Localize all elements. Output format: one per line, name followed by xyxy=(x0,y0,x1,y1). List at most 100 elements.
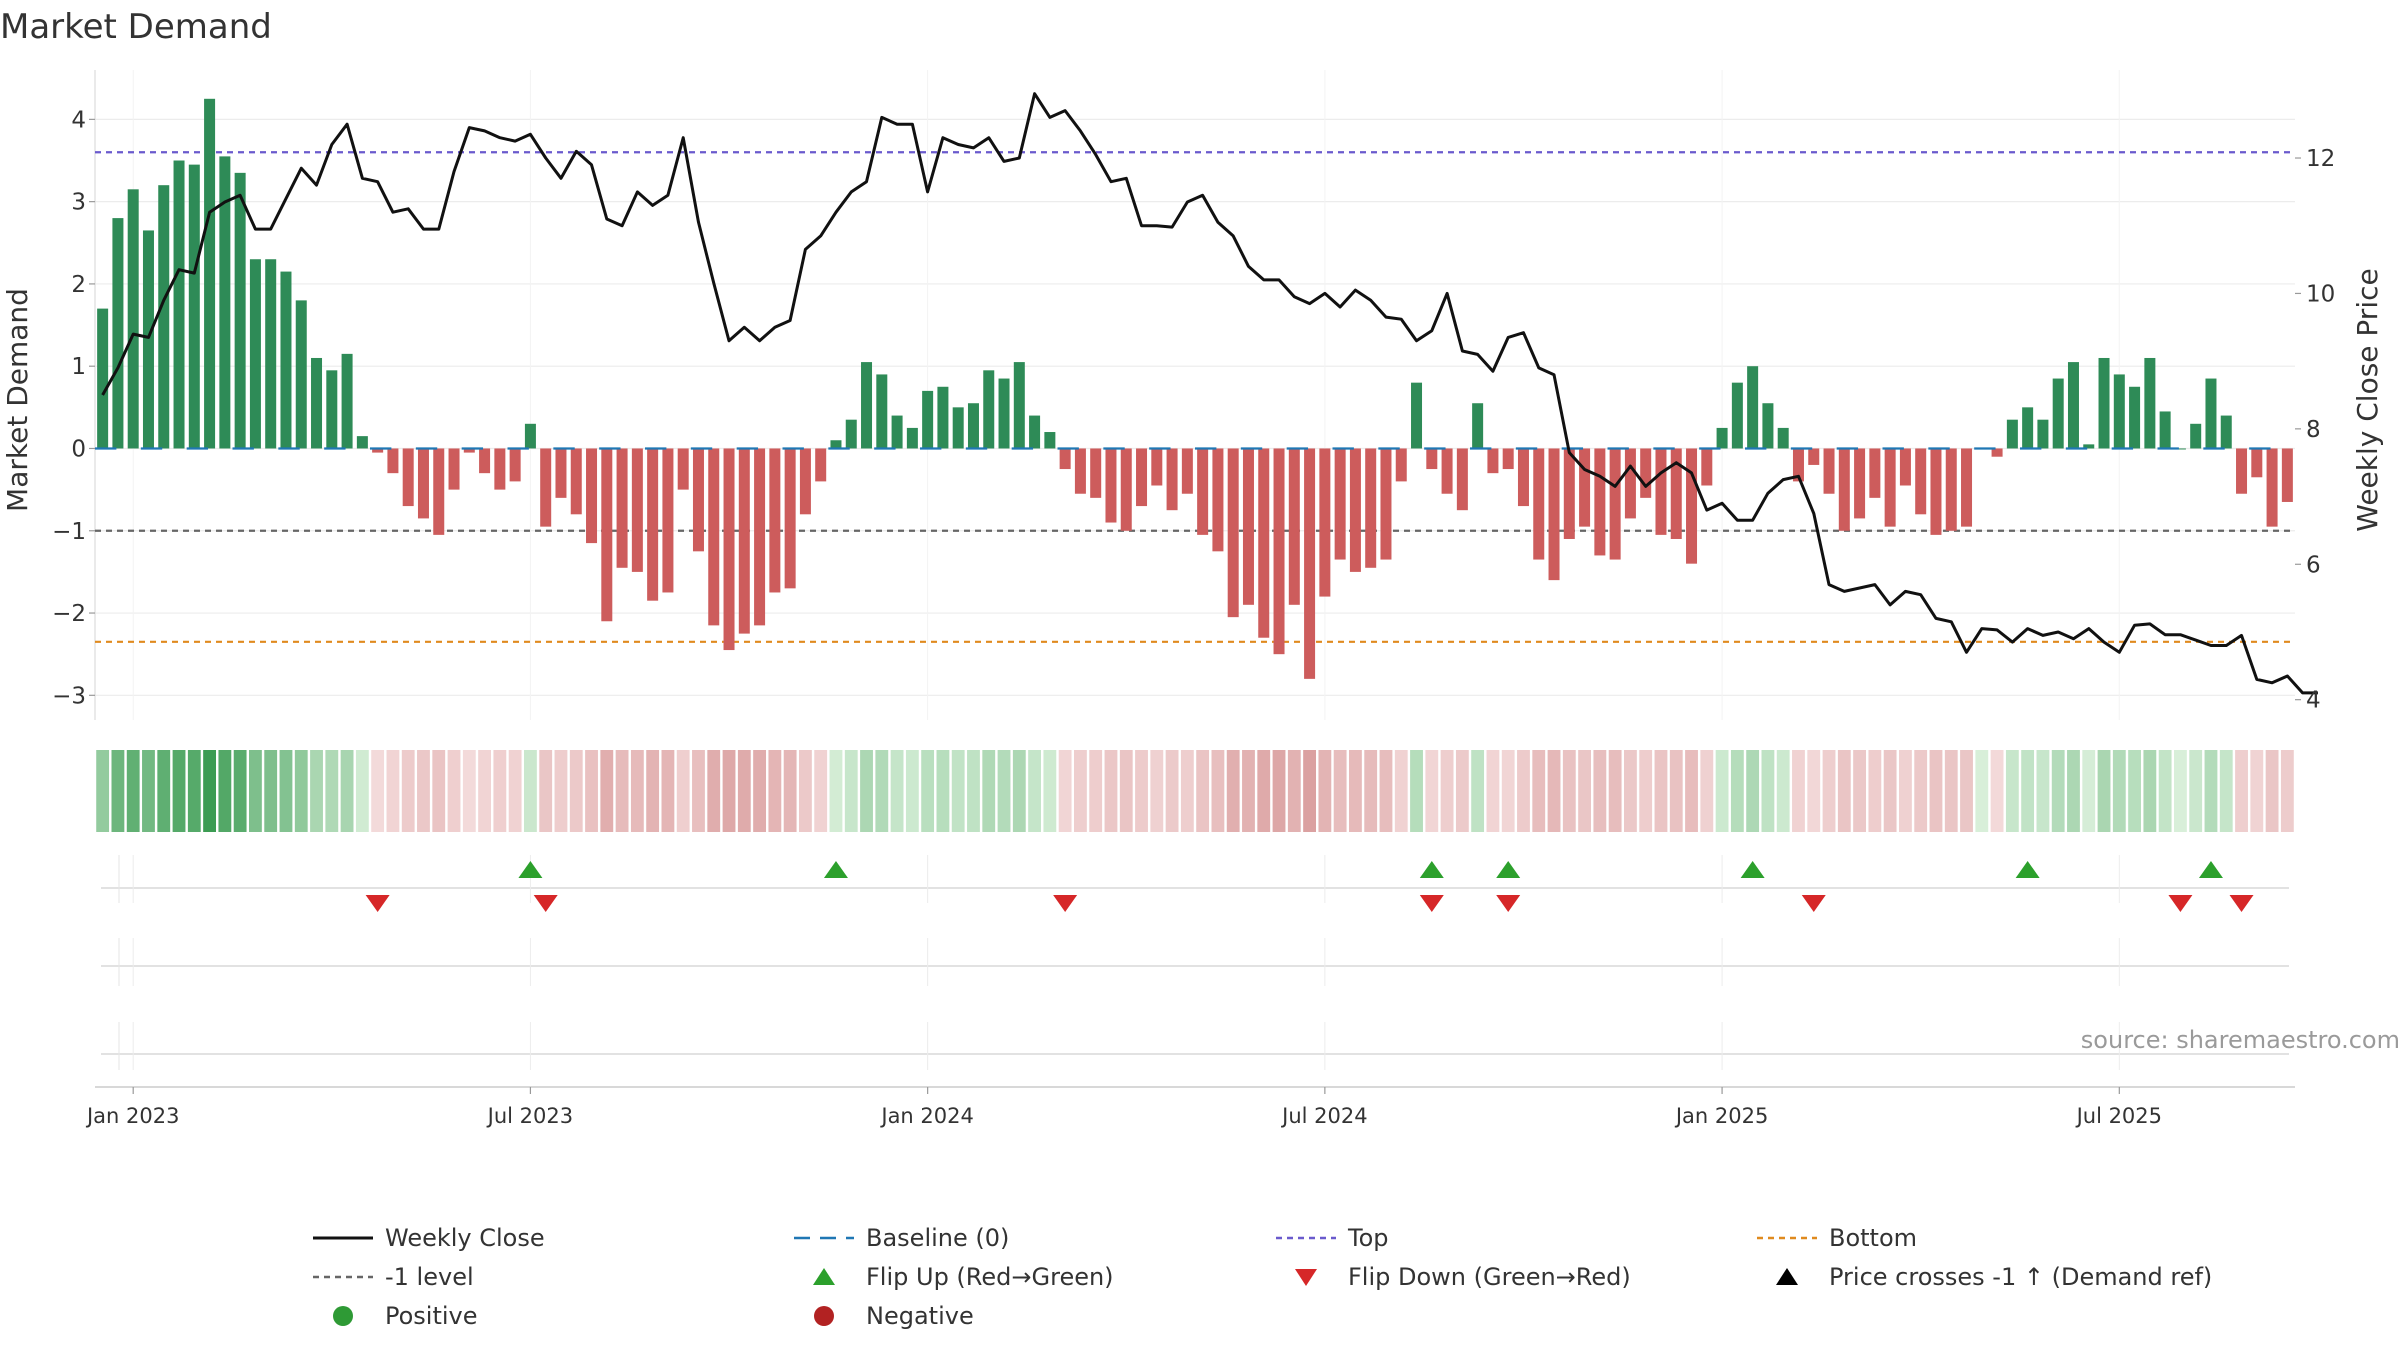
heat-cell xyxy=(126,750,140,832)
demand-bar-negative xyxy=(1961,448,1973,527)
heat-cell xyxy=(997,750,1011,832)
flip-down-marker xyxy=(2168,895,2193,912)
demand-bar-positive xyxy=(234,172,246,449)
heat-cell xyxy=(2280,750,2294,832)
heat-cell xyxy=(294,750,308,832)
heat-cell xyxy=(2158,750,2172,832)
demand-bar-negative xyxy=(1670,448,1682,539)
demand-bar-positive xyxy=(356,436,368,449)
legend-swatch xyxy=(1776,1268,1798,1285)
heat-cell xyxy=(1486,750,1500,832)
demand-bar-negative xyxy=(448,448,460,490)
heat-cell xyxy=(1837,750,1851,832)
demand-bar-negative xyxy=(1365,448,1377,568)
heat-cell xyxy=(1028,750,1041,832)
heat-cell xyxy=(1226,750,1240,832)
demand-bar-negative xyxy=(1502,448,1514,470)
demand-bar-negative xyxy=(1640,448,1652,498)
heat-cell xyxy=(478,750,491,832)
demand-bar-negative xyxy=(754,448,766,626)
demand-bar-negative xyxy=(1930,448,1942,535)
legend-item-positive: Positive xyxy=(333,1302,478,1330)
heat-cell xyxy=(2021,750,2035,832)
heat-cell xyxy=(2097,750,2111,832)
heat-cell xyxy=(1700,750,1714,832)
flip-down-marker xyxy=(2229,895,2254,912)
y2-tick-label: 8 xyxy=(2306,417,2321,443)
heat-cell xyxy=(844,750,858,832)
heat-cell xyxy=(172,750,186,832)
demand-bar-positive xyxy=(983,370,995,449)
demand-bar-positive xyxy=(998,378,1010,449)
main-gridlines xyxy=(94,70,2295,720)
demand-bar-negative xyxy=(1624,448,1636,519)
heat-cell xyxy=(1257,750,1271,832)
demand-bar-positive xyxy=(1731,382,1743,449)
y-tick-label: −3 xyxy=(52,683,86,709)
heat-cell xyxy=(2036,750,2050,832)
heat-cell xyxy=(462,750,476,832)
demand-bar-positive xyxy=(2205,378,2217,449)
demand-bar-negative xyxy=(586,448,598,544)
heat-cell xyxy=(1562,750,1576,832)
demand-bar-positive xyxy=(876,374,888,449)
heat-cell xyxy=(111,750,125,832)
heat-cell xyxy=(1349,750,1362,832)
heat-cell xyxy=(1547,750,1561,832)
demand-bar-positive xyxy=(127,189,139,449)
heat-cell xyxy=(2174,750,2187,832)
heat-cell xyxy=(1287,750,1301,832)
demand-bar-negative xyxy=(1212,448,1224,552)
legend-label: Weekly Close xyxy=(385,1224,545,1252)
demand-bar-negative xyxy=(616,448,628,568)
demand-bar-positive xyxy=(952,407,964,449)
heat-cell xyxy=(814,750,828,832)
heat-cell xyxy=(2189,750,2203,832)
heat-cell xyxy=(783,750,797,832)
heat-cell xyxy=(1455,750,1469,832)
heat-cell xyxy=(967,750,980,832)
heat-cell xyxy=(2082,750,2096,832)
heat-cell xyxy=(279,750,293,832)
flip-up-marker xyxy=(2015,861,2040,878)
flip-up-marker xyxy=(823,861,848,878)
weekly-close-line xyxy=(101,92,2318,695)
heat-cell xyxy=(1883,750,1897,832)
left-axis-ticks: 4 3 2 1 0 −1 −2 −3 xyxy=(52,107,95,709)
heat-cell xyxy=(1410,750,1423,832)
heat-cell xyxy=(2219,750,2233,832)
demand-bar-positive xyxy=(1044,432,1056,449)
heat-cell xyxy=(1425,750,1439,832)
demand-bar-negative xyxy=(479,448,491,474)
heat-cell xyxy=(585,750,598,832)
demand-bar-negative xyxy=(1441,448,1453,494)
demand-bar-positive xyxy=(2052,378,2064,449)
demand-bar-negative xyxy=(417,448,429,519)
heat-cell xyxy=(569,750,583,832)
heat-cell xyxy=(264,750,278,832)
heat-cell xyxy=(1394,750,1408,832)
flip-down-marker xyxy=(1801,895,1826,912)
demand-bar-positive xyxy=(249,259,261,449)
demand-bar-negative xyxy=(1517,448,1529,507)
heat-cell xyxy=(1944,750,1958,832)
y-tick-label: −1 xyxy=(52,519,86,545)
demand-bar-negative xyxy=(1151,448,1163,486)
demand-bar-negative xyxy=(769,448,781,593)
heat-cell xyxy=(2005,750,2019,832)
demand-bar-positive xyxy=(2129,386,2141,449)
heat-cell xyxy=(860,750,873,832)
flip-up-marker xyxy=(1496,861,1521,878)
heat-cell xyxy=(600,750,614,832)
demand-bar-positive xyxy=(861,362,873,449)
demand-bar-negative xyxy=(1197,448,1209,535)
demand-bar-negative xyxy=(1074,448,1086,494)
demand-bar-negative xyxy=(1609,448,1621,560)
heat-cell xyxy=(1318,750,1332,832)
heat-cell xyxy=(921,750,935,832)
heat-cell xyxy=(2067,750,2080,832)
demand-bar-negative xyxy=(1426,448,1438,470)
demand-bar-positive xyxy=(2113,374,2125,449)
demand-bar-negative xyxy=(631,448,643,572)
